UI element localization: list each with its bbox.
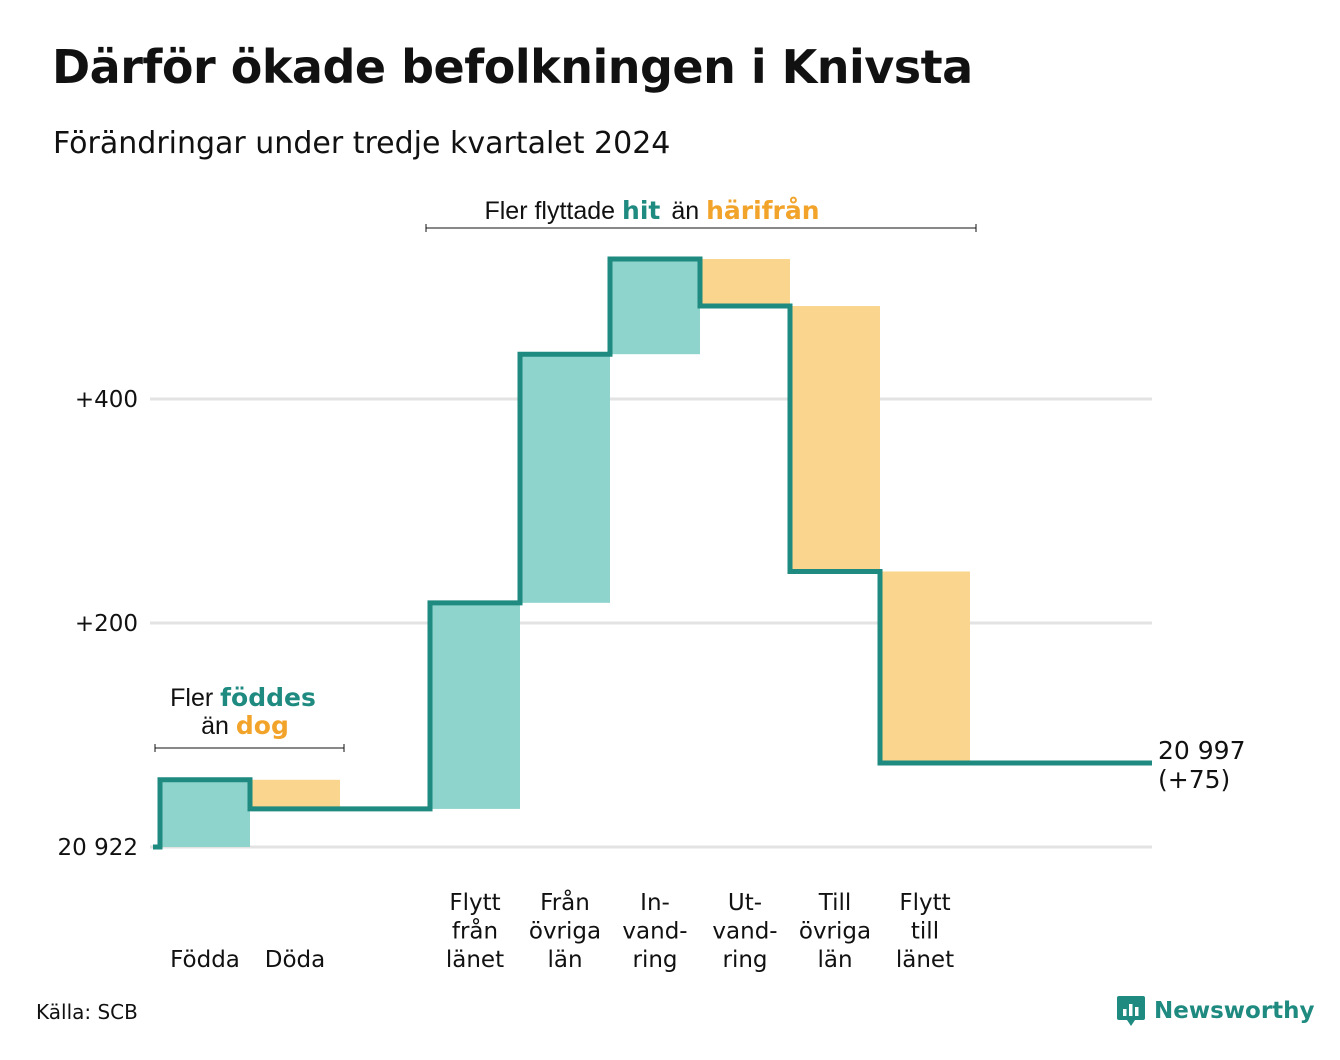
source-label: Källa: SCB bbox=[36, 1000, 138, 1024]
category-label-5-1: vand- bbox=[622, 919, 687, 945]
category-label-7-0: Till bbox=[818, 890, 852, 916]
bar-7 bbox=[790, 306, 880, 572]
category-label-4-1: övriga bbox=[529, 919, 601, 945]
end-change-label: (+75) bbox=[1158, 765, 1230, 794]
brand-name: Newsworthy bbox=[1154, 998, 1315, 1024]
cumulative-line bbox=[153, 256, 1152, 850]
category-label-6-1: vand- bbox=[712, 919, 777, 945]
migration-annotation-harifran: härifrån bbox=[706, 196, 819, 225]
bar-1 bbox=[250, 779, 340, 809]
category-label-5-2: ring bbox=[632, 947, 677, 973]
category-label-6-0: Ut- bbox=[728, 890, 762, 916]
category-label-8-1: till bbox=[911, 919, 939, 945]
migration-annotation: Fler flyttade hit än härifrån bbox=[484, 196, 819, 225]
migration-bracket bbox=[425, 224, 977, 232]
end-total-label: 20 997 bbox=[1158, 736, 1245, 765]
category-label-3-0: Flytt bbox=[449, 890, 500, 916]
migration-annotation-hit: hit bbox=[622, 196, 660, 225]
category-label-8-2: länet bbox=[896, 947, 954, 973]
bar-3 bbox=[430, 602, 520, 809]
gridlines bbox=[150, 397, 1152, 849]
newsworthy-brand[interactable]: Newsworthy bbox=[1116, 994, 1315, 1028]
bar-6 bbox=[700, 259, 790, 307]
births-annotation-dog: dog bbox=[236, 711, 289, 740]
births-annotation-an: än bbox=[201, 712, 229, 740]
births-annotation-line1: Fler föddes bbox=[170, 683, 316, 712]
category-label-0-0: Födda bbox=[170, 947, 240, 973]
category-label-7-2: län bbox=[817, 947, 852, 973]
y-tick-label-1: +200 bbox=[75, 611, 138, 637]
births-annotation-line2: än dog bbox=[201, 711, 289, 740]
migration-annotation-before: Fler flyttade bbox=[484, 197, 615, 225]
category-labels: Födda DödaFlyttfrånlänetFrånövrigalänIn-v… bbox=[170, 888, 954, 973]
category-label-4-2: län bbox=[547, 947, 582, 973]
category-label-8-0: Flytt bbox=[899, 890, 950, 916]
bar-8 bbox=[880, 571, 970, 763]
y-tick-label-0: 20 922 bbox=[58, 835, 138, 861]
chart-subtitle: Förändringar under tredje kvartalet 2024 bbox=[53, 126, 671, 161]
category-label-3-1: från bbox=[452, 917, 498, 945]
births-bracket bbox=[154, 744, 345, 752]
births-annotation-fler: Fler bbox=[170, 684, 213, 712]
births-annotation-foddes: föddes bbox=[220, 683, 316, 712]
category-label-4-0: Från bbox=[540, 888, 590, 916]
category-label-5-0: In- bbox=[640, 890, 670, 916]
migration-annotation-middle: än bbox=[671, 197, 699, 225]
category-label-6-2: ring bbox=[722, 947, 767, 973]
cumulative-line-layer bbox=[153, 256, 1152, 850]
category-label-7-1: övriga bbox=[799, 919, 871, 945]
bars bbox=[160, 259, 970, 847]
bar-4 bbox=[520, 354, 610, 603]
chart-title: Därför ökade befolkningen i Knivsta bbox=[52, 40, 973, 94]
y-tick-label-2: +400 bbox=[75, 387, 138, 413]
category-label-3-2: länet bbox=[446, 947, 504, 973]
chart-logo-icon bbox=[1117, 996, 1145, 1026]
category-label-1-0: Döda bbox=[265, 947, 325, 973]
bar-5 bbox=[610, 259, 700, 355]
bar-0 bbox=[160, 779, 250, 847]
y-axis-ticks: 20 922 +200 +400 bbox=[58, 387, 138, 861]
